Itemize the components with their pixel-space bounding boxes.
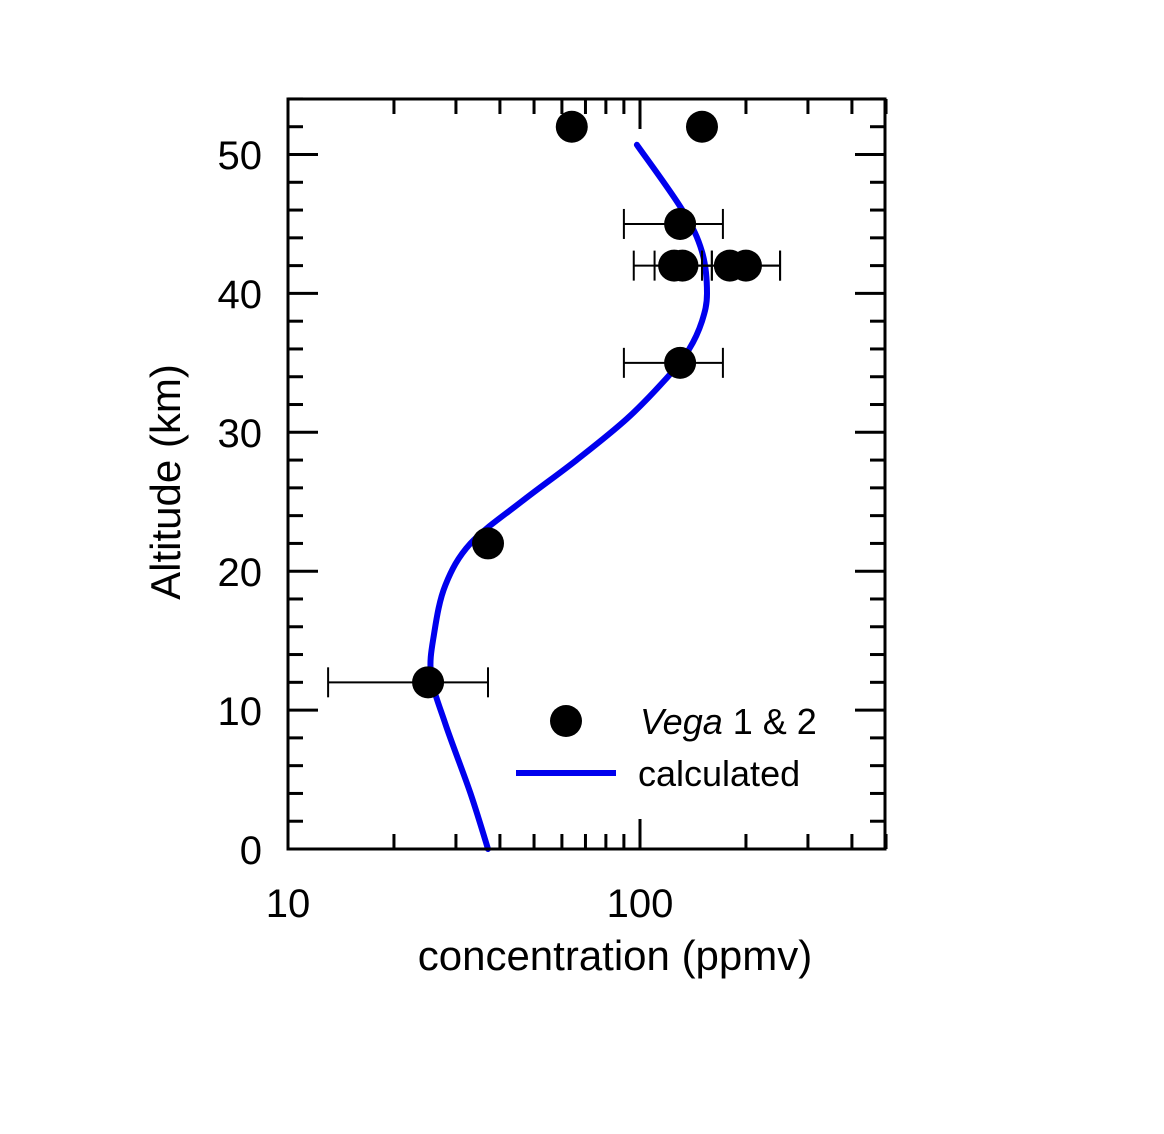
y-tick-label-10: 10 bbox=[218, 690, 263, 734]
data-point bbox=[729, 249, 762, 282]
legend-label-vega-rest: 1 & 2 bbox=[723, 701, 817, 742]
error-bar-layer bbox=[327, 208, 782, 698]
y-tick-label-0: 0 bbox=[240, 829, 262, 873]
data-point bbox=[664, 346, 697, 379]
data-point-layer bbox=[412, 110, 762, 699]
y-axis-title: Altitude (km) bbox=[142, 364, 189, 600]
tick-layer bbox=[286, 97, 888, 851]
data-point bbox=[412, 666, 445, 699]
calculated-curve bbox=[427, 141, 711, 852]
data-point bbox=[664, 207, 697, 240]
y-tick-label-50: 50 bbox=[218, 134, 263, 178]
calculated-layer bbox=[427, 141, 711, 852]
legend-label-vega: Vega 1 & 2 bbox=[640, 701, 817, 742]
x-axis-title: concentration (ppmv) bbox=[418, 932, 813, 979]
y-tick-label-20: 20 bbox=[218, 551, 263, 595]
x-tick-label-10: 10 bbox=[266, 882, 311, 926]
y-tick-label-40: 40 bbox=[218, 273, 263, 317]
data-point bbox=[472, 527, 505, 560]
legend-label-calculated: calculated bbox=[638, 753, 800, 794]
y-tick-label-30: 30 bbox=[218, 412, 263, 456]
legend-marker-vega bbox=[550, 705, 582, 737]
x-tick-label-100: 100 bbox=[607, 882, 674, 926]
data-point bbox=[666, 249, 699, 282]
data-point bbox=[685, 110, 718, 143]
legend-label-vega-italic: Vega bbox=[640, 701, 723, 742]
legend: Vega 1 & 2 calculated bbox=[516, 701, 817, 794]
data-point bbox=[555, 110, 588, 143]
